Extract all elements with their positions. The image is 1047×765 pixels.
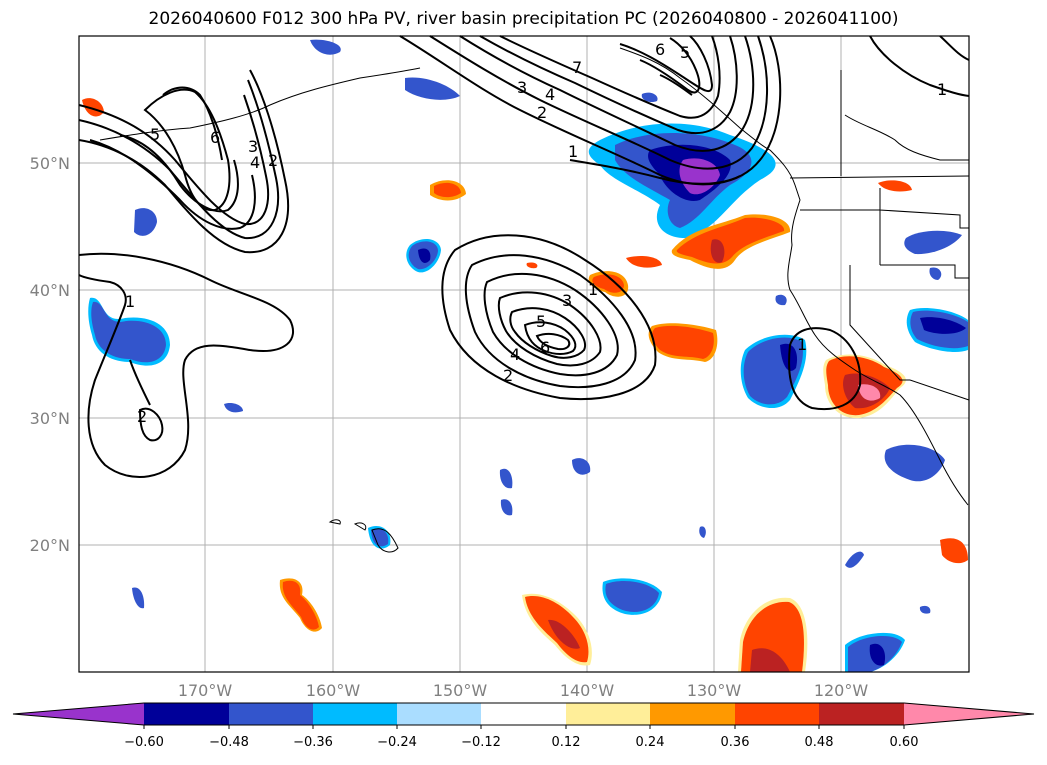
contour-label: 7	[572, 58, 582, 77]
latitude-labels: 50°N 40°N 30°N 20°N	[30, 154, 70, 555]
colorbar-tick-label: −0.12	[461, 735, 501, 750]
contour-label: 3	[517, 78, 527, 97]
contour-label: 6	[540, 338, 550, 357]
map-frame	[78, 35, 970, 673]
lon-label: 170°W	[178, 681, 233, 700]
contour-label: 6	[210, 128, 220, 147]
coastlines	[99, 47, 970, 553]
colorbar-segment	[144, 703, 229, 725]
lon-label: 140°W	[560, 681, 615, 700]
lat-label: 50°N	[30, 154, 70, 173]
contour-label: 1	[937, 80, 947, 99]
colorbar-extend-right	[904, 703, 1034, 725]
contour-label: 5	[536, 312, 546, 331]
map-title: 2026040600 F012 300 hPa PV, river basin …	[148, 9, 899, 29]
colorbar-tick-label: 0.12	[552, 735, 581, 750]
colorbar: −0.60 −0.48 −0.36 −0.24 −0.12 0.12 0.24 …	[12, 702, 1035, 750]
colorbar-segment	[229, 703, 313, 725]
contour-labels: 1 3 5 6 4 2 1 2 3 4 7 5 6 5 6 3 4 2 1 2 …	[125, 40, 947, 426]
contour-label: 3	[562, 291, 572, 310]
lon-label: 120°W	[814, 681, 869, 700]
colorbar-tick-label: −0.60	[124, 735, 164, 750]
colorbar-segment	[566, 703, 650, 725]
map-background	[79, 36, 969, 672]
pv-contours	[78, 35, 970, 478]
colorbar-tick-label: 0.24	[636, 735, 665, 750]
colorbar-tick-label: −0.36	[293, 735, 333, 750]
lon-label: 150°W	[433, 681, 488, 700]
longitude-labels: 170°W 160°W 150°W 140°W 130°W 120°W	[178, 681, 869, 700]
contour-label: 2	[268, 151, 278, 170]
colorbar-extend-left	[13, 703, 144, 725]
colorbar-tick-label: 0.36	[721, 735, 750, 750]
lat-label: 30°N	[30, 409, 70, 428]
contour-label: 1	[797, 335, 807, 354]
colorbar-tick-label: 0.60	[890, 735, 919, 750]
colorbar-segment	[397, 703, 481, 725]
lon-label: 160°W	[306, 681, 361, 700]
contour-label: 5	[680, 43, 690, 62]
colorbar-tick-label: −0.48	[209, 735, 249, 750]
lon-label: 130°W	[687, 681, 742, 700]
contour-label: 1	[588, 280, 598, 299]
contour-label: 2	[137, 407, 147, 426]
colorbar-tick-label: 0.48	[805, 735, 834, 750]
contour-label: 2	[537, 103, 547, 122]
colorbar-segment	[650, 703, 735, 725]
contour-label: 5	[150, 125, 160, 144]
graticule	[79, 36, 969, 672]
colorbar-segment	[313, 703, 397, 725]
contour-label: 4	[250, 153, 260, 172]
colorbar-segment	[481, 703, 566, 725]
contour-label: 6	[655, 40, 665, 59]
contour-label: 3	[248, 137, 258, 156]
contour-label: 4	[545, 85, 555, 104]
colorbar-tick-label: −0.24	[377, 735, 417, 750]
contour-label: 4	[510, 345, 520, 364]
colorbar-segment	[819, 703, 904, 725]
lat-label: 20°N	[30, 536, 70, 555]
lat-label: 40°N	[30, 281, 70, 300]
precip-shading	[82, 39, 968, 672]
contour-label: 1	[568, 142, 578, 161]
contour-label: 2	[503, 366, 513, 385]
contour-label: 1	[125, 292, 135, 311]
colorbar-segment	[735, 703, 819, 725]
